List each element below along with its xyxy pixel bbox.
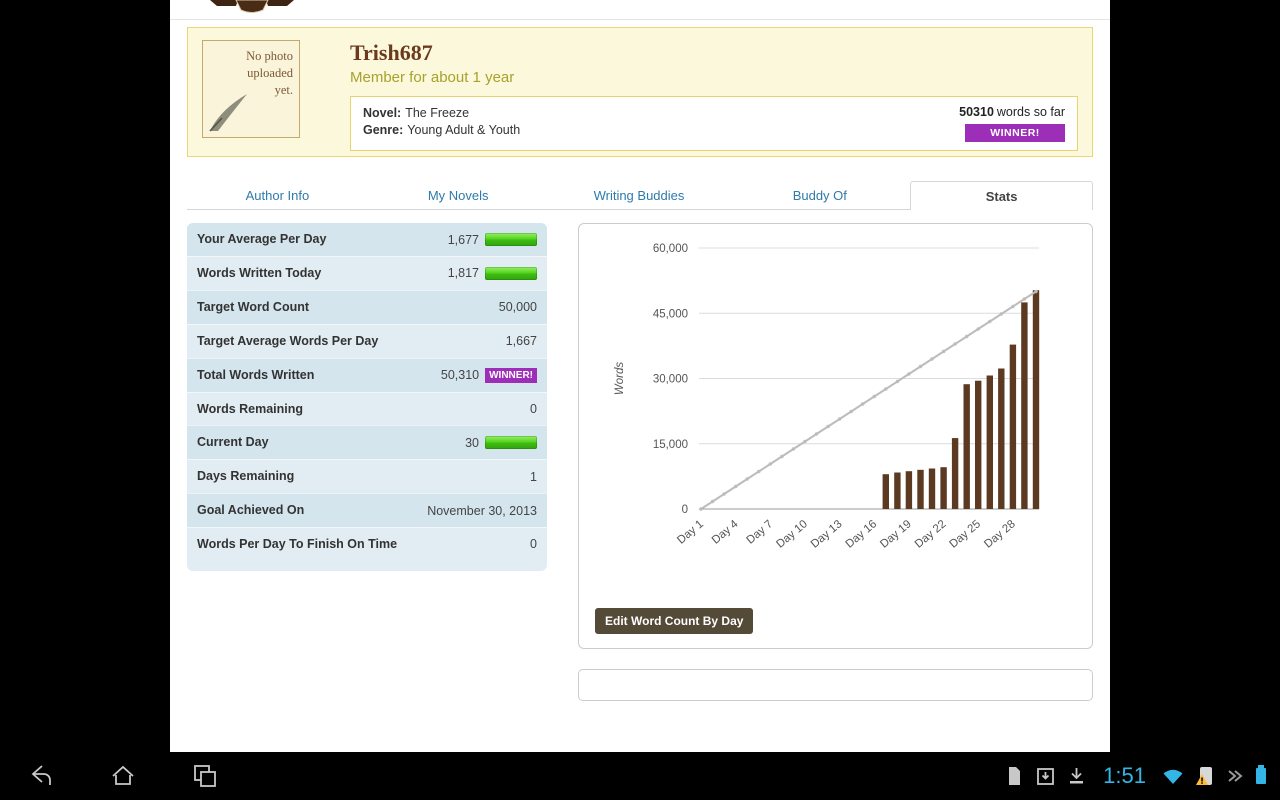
stat-label: Words Per Day To Finish On Time bbox=[197, 537, 398, 551]
profile-photo-placeholder: No photo uploaded yet. bbox=[202, 40, 300, 138]
stat-value: 1 bbox=[530, 469, 537, 484]
username: Trish687 bbox=[350, 40, 433, 65]
word-count-chart: 0 15,000 30,000 45,000 60,000 Words Day 1 Day 4… bbox=[614, 243, 1040, 551]
genre-value: Young Adult & Youth bbox=[407, 123, 521, 137]
stat-label: Your Average Per Day bbox=[197, 232, 327, 247]
progress-bar bbox=[485, 436, 537, 450]
novel-summary-box: Novel: The Freeze Genre: Young Adult & You… bbox=[350, 96, 1078, 151]
stat-value: 0 bbox=[530, 537, 537, 552]
stat-label: Target Word Count bbox=[197, 299, 310, 314]
membership-duration: Member for about 1 year bbox=[350, 69, 515, 86]
sd-card-notification-icon[interactable] bbox=[1003, 765, 1025, 787]
tab-author-info[interactable]: Author Info bbox=[245, 187, 310, 203]
chevrons-icon bbox=[1228, 770, 1243, 782]
table-row: Target Average Words Per Day 1,667 bbox=[187, 323, 547, 358]
stats-content: Your Average Per Day 1,677 Words Written… bbox=[187, 223, 1093, 701]
bottom-panel bbox=[578, 669, 1093, 701]
wifi-icon bbox=[1163, 769, 1183, 784]
svg-text:45,000: 45,000 bbox=[653, 308, 688, 320]
stat-label: Target Average Words Per Day bbox=[197, 333, 379, 348]
word-count-suffix: words so far bbox=[996, 105, 1065, 119]
svg-text:30,000: 30,000 bbox=[653, 374, 688, 386]
progress-bar bbox=[485, 266, 537, 280]
svg-text:Day 22: Day 22 bbox=[913, 518, 949, 551]
svg-text:Day 10: Day 10 bbox=[774, 518, 810, 551]
stat-label: Words Written Today bbox=[197, 266, 322, 280]
screenshot-notification-icon[interactable] bbox=[1035, 766, 1056, 787]
stat-value: 0 bbox=[530, 401, 537, 416]
table-row: Words Written Today 1,817 bbox=[187, 256, 547, 290]
svg-text:Words: Words bbox=[614, 362, 626, 395]
profile-tabs: Author Info My Novels Writing Buddies Bu… bbox=[187, 181, 1093, 210]
profile-banner: No photo uploaded yet. Trish687 Member f… bbox=[187, 27, 1093, 157]
stat-label: Goal Achieved On bbox=[197, 503, 305, 518]
no-photo-text: No photo uploaded yet. bbox=[246, 49, 293, 97]
svg-text:Day 1: Day 1 bbox=[675, 518, 706, 547]
sim-warning-icon bbox=[1196, 767, 1212, 785]
winner-badge: WINNER! bbox=[485, 367, 537, 383]
svg-text:Day 4: Day 4 bbox=[710, 518, 741, 547]
table-row: Words Remaining 0 bbox=[187, 391, 547, 426]
progress-bar bbox=[485, 233, 537, 246]
stat-label: Total Words Written bbox=[197, 367, 315, 382]
edit-word-count-button[interactable]: Edit Word Count By Day bbox=[595, 608, 754, 634]
word-count-number: 50310 bbox=[959, 105, 994, 119]
stat-label: Current Day bbox=[197, 435, 269, 450]
profile-main: Trish687 Member for about 1 year Novel: T… bbox=[350, 40, 1078, 151]
winner-badge: WINNER! bbox=[965, 124, 1065, 142]
svg-text:Day 25: Day 25 bbox=[948, 518, 984, 551]
table-row: Your Average Per Day 1,677 bbox=[187, 223, 547, 256]
table-row: Words Per Day To Finish On Time 0 bbox=[187, 527, 547, 571]
tab-stats[interactable]: Stats bbox=[910, 181, 1093, 210]
novel-info: Novel: The Freeze Genre: Young Adult & You… bbox=[363, 105, 520, 139]
table-row: Target Word Count 50,000 bbox=[187, 289, 547, 324]
stat-value: 50,310 bbox=[440, 368, 480, 383]
svg-text:60,000: 60,000 bbox=[653, 243, 688, 255]
stat-value: 1,667 bbox=[505, 334, 537, 349]
chart-column: 0 15,000 30,000 45,000 60,000 Words Day 1 Day 4… bbox=[578, 223, 1093, 701]
novel-title: The Freeze bbox=[405, 106, 470, 120]
stat-label: Days Remaining bbox=[197, 469, 295, 484]
svg-text:Day 16: Day 16 bbox=[844, 518, 880, 551]
stat-label: Words Remaining bbox=[197, 401, 304, 416]
svg-text:Day 28: Day 28 bbox=[982, 518, 1018, 551]
tab-buddy-of[interactable]: Buddy Of bbox=[792, 187, 847, 203]
stat-value: 1,677 bbox=[447, 232, 479, 247]
svg-text:15,000: 15,000 bbox=[653, 439, 688, 451]
stat-value: November 30, 2013 bbox=[427, 503, 537, 518]
novel-label: Novel: bbox=[363, 106, 402, 120]
recent-apps-icon[interactable] bbox=[192, 763, 218, 789]
chart-panel: 0 15,000 30,000 45,000 60,000 Words Day 1 Day 4… bbox=[578, 223, 1093, 649]
table-row: Goal Achieved On November 30, 2013 bbox=[187, 493, 547, 527]
tab-writing-buddies[interactable]: Writing Buddies bbox=[593, 187, 685, 203]
words-so-far: 50310 words so far bbox=[959, 105, 1065, 119]
download-notification-icon[interactable] bbox=[1066, 766, 1087, 787]
table-row: Days Remaining 1 bbox=[187, 459, 547, 494]
svg-text:Day 7: Day 7 bbox=[744, 518, 775, 547]
battery-icon bbox=[1256, 765, 1266, 784]
site-logo-crest-icon bbox=[210, 0, 294, 13]
status-tray: 1:51 bbox=[1003, 763, 1280, 789]
stats-table: Your Average Per Day 1,677 Words Written… bbox=[187, 223, 547, 571]
home-icon[interactable] bbox=[110, 763, 136, 789]
nanowrimo-profile-page: No photo uploaded yet. Trish687 Member f… bbox=[170, 0, 1110, 752]
genre-label: Genre: bbox=[363, 123, 404, 137]
stat-value: 30 bbox=[465, 435, 479, 450]
navigation-buttons bbox=[0, 763, 218, 789]
svg-text:0: 0 bbox=[682, 504, 688, 516]
quill-illustration-icon bbox=[209, 94, 247, 132]
table-row: Current Day 30 bbox=[187, 425, 547, 460]
stat-value: 1,817 bbox=[447, 266, 479, 281]
clock: 1:51 bbox=[1103, 763, 1146, 788]
word-count-summary: 50310 words so far WINNER! bbox=[959, 105, 1065, 142]
stat-value: 50,000 bbox=[498, 300, 537, 315]
page-header bbox=[170, 0, 1110, 20]
svg-text:Day 19: Day 19 bbox=[878, 518, 914, 551]
tab-my-novels[interactable]: My Novels bbox=[427, 187, 489, 203]
svg-text:Day 13: Day 13 bbox=[809, 518, 845, 551]
android-system-bar: 1:51 bbox=[0, 752, 1280, 800]
back-icon[interactable] bbox=[28, 763, 54, 789]
table-row: Total Words Written 50,310 WINNER! bbox=[187, 357, 547, 392]
